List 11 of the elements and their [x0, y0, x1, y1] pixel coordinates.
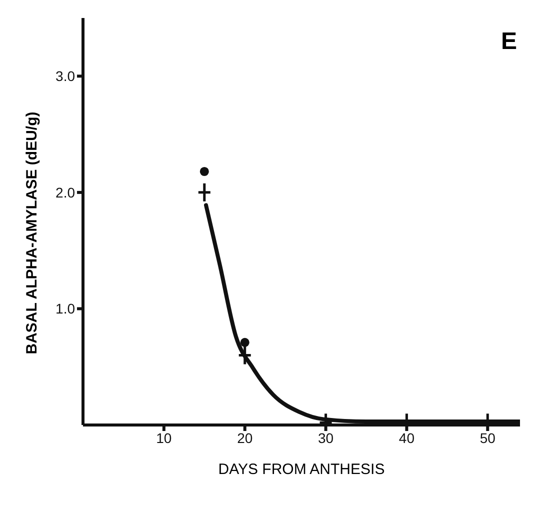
y-tick-label: 1.0: [56, 300, 76, 317]
x-tick-label: 40: [398, 430, 415, 446]
x-tick-label: 20: [237, 430, 253, 446]
x-tick-label: 10: [156, 430, 172, 446]
x-axis-title: DAYS FROM ANTHESIS: [217, 461, 386, 478]
x-tick-label: 30: [318, 430, 334, 446]
y-tick-label: 3.0: [56, 68, 76, 84]
y-tick-label: 2.0: [56, 184, 76, 200]
x-tick-label: 50: [480, 430, 496, 446]
y-axis-title: BASAL ALPHA-AMYLASE (dEU/g): [24, 112, 40, 354]
chart-title: E: [500, 28, 517, 56]
